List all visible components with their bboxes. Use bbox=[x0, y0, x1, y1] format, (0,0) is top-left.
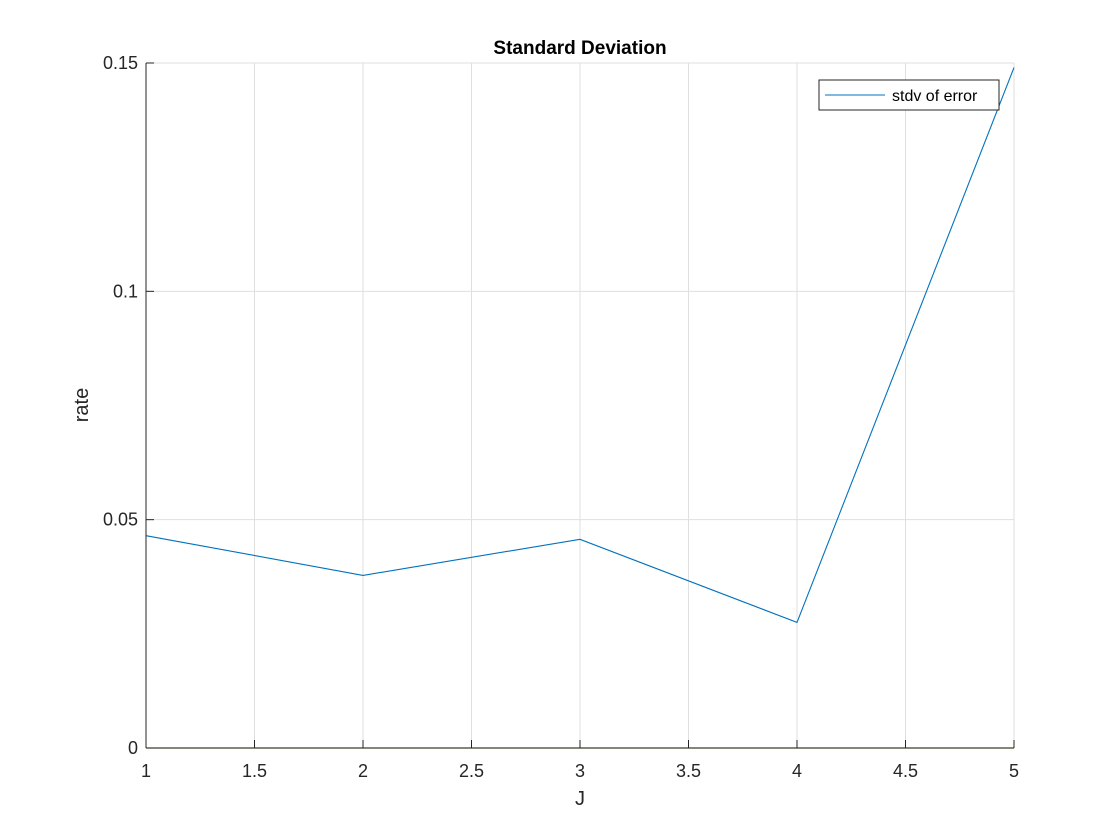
y-tick-label: 0.15 bbox=[103, 53, 138, 73]
axes bbox=[145, 62, 1015, 749]
y-axis-label: rate bbox=[71, 388, 93, 422]
y-tick-label: 0.1 bbox=[113, 281, 138, 301]
x-tick-label: 3.5 bbox=[676, 761, 701, 781]
legend-entry: stdv of error bbox=[892, 88, 978, 105]
x-tick-labels: 1 1.5 2 2.5 3 3.5 4 4.5 5 bbox=[141, 761, 1019, 781]
x-tick-label: 3 bbox=[575, 761, 585, 781]
chart-title: Standard Deviation bbox=[493, 38, 666, 59]
x-tick-label: 1 bbox=[141, 761, 151, 781]
y-tick-label: 0.05 bbox=[103, 510, 138, 530]
y-tick-labels: 0 0.05 0.1 0.15 bbox=[103, 53, 138, 758]
y-tick-label: 0 bbox=[128, 738, 138, 758]
x-tick-label: 2 bbox=[358, 761, 368, 781]
x-tick-label: 1.5 bbox=[242, 761, 267, 781]
legend[interactable]: stdv of error bbox=[818, 79, 1000, 111]
x-tick-label: 4.5 bbox=[893, 761, 918, 781]
x-tick-label: 2.5 bbox=[459, 761, 484, 781]
x-axis-label: J bbox=[575, 788, 585, 810]
x-tick-label: 5 bbox=[1009, 761, 1019, 781]
x-tick-label: 4 bbox=[792, 761, 802, 781]
grid bbox=[145, 62, 1015, 749]
